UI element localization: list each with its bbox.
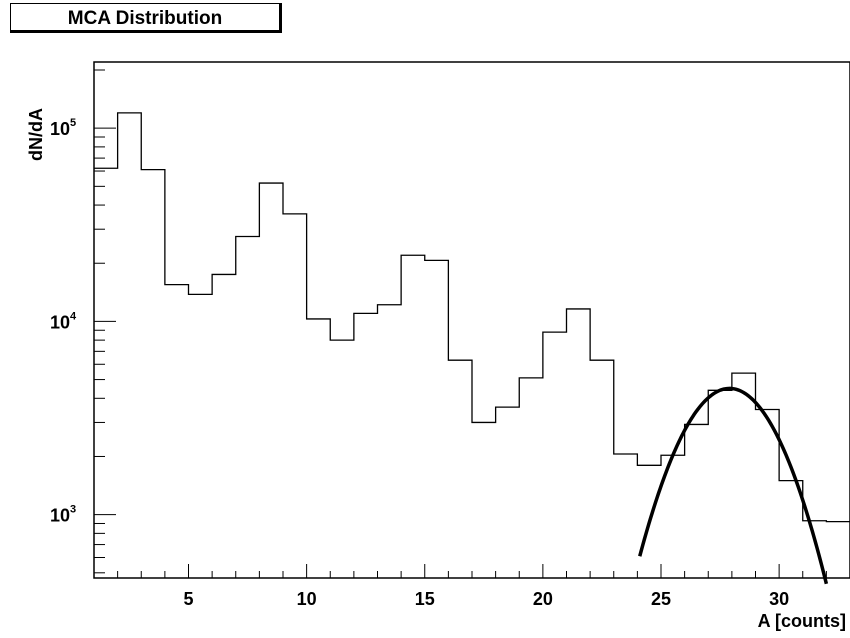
- histogram-steps: [94, 112, 850, 523]
- y-tick-label: 103: [50, 504, 76, 526]
- x-tick-label: 5: [183, 589, 193, 609]
- y-axis-label: dN/dA: [26, 108, 46, 161]
- gaussian-fit-curve: [638, 386, 829, 585]
- y-tick-label: 104: [50, 310, 77, 332]
- chart-title-box: MCA Distribution: [10, 3, 282, 33]
- x-tick-label: 15: [415, 589, 435, 609]
- data-marks: [94, 112, 850, 585]
- x-tick-label: 25: [651, 589, 671, 609]
- x-axis-label: A [counts]: [758, 611, 846, 631]
- y-tick-label: 105: [50, 117, 76, 139]
- x-tick-label: 20: [533, 589, 553, 609]
- chart-title: MCA Distribution: [67, 8, 223, 29]
- x-tick-label: 30: [769, 589, 789, 609]
- x-tick-label: 10: [297, 589, 317, 609]
- axes: 5 10 15 20 25 30 103 104 105: [50, 61, 850, 609]
- plot-frame: [93, 61, 850, 579]
